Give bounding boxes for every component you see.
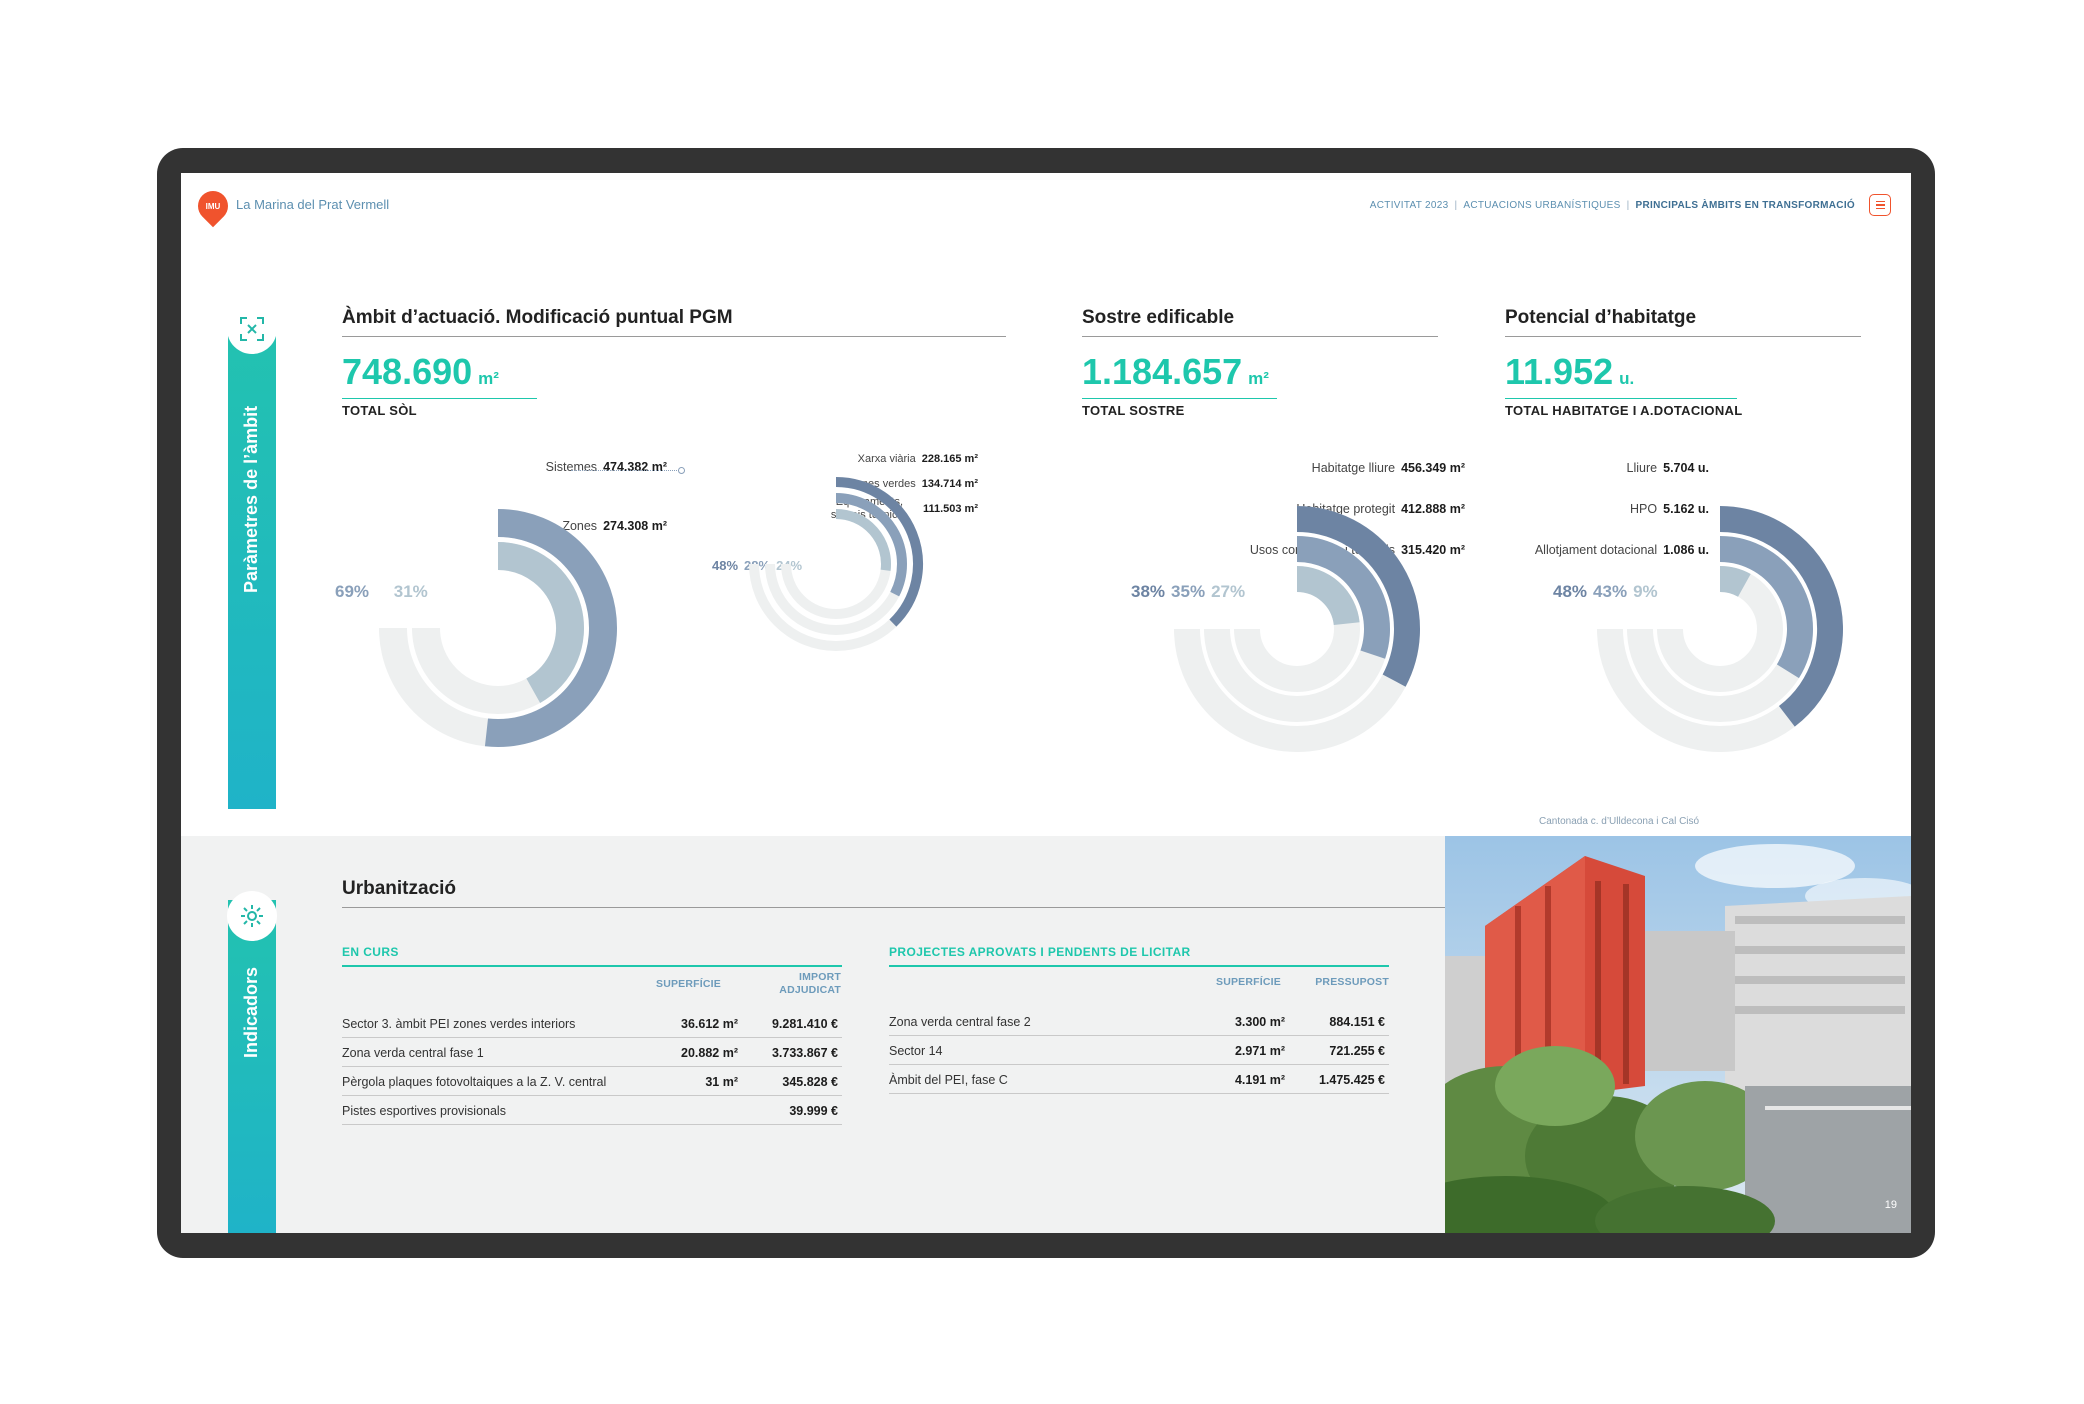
habitatge-percents: 48% 43% 9%	[1553, 582, 1658, 601]
en-curs-col-amount: IMPORT ADJUDICAT	[779, 971, 841, 996]
row-amount: 721.255 €	[1329, 1044, 1385, 1058]
logo-icon[interactable]: IMU	[191, 184, 235, 228]
habitatge-label-dotacional: Allotjament dotacional 1.086 u.	[1534, 543, 1709, 557]
sostre-title: Sostre edificable	[1082, 307, 1438, 337]
sub-value-equipaments: 111.503 m²	[922, 503, 978, 515]
sostre-label-lliure: Habitatge lliure 456.349 m²	[1311, 461, 1465, 475]
row-amount: 3.733.867 €	[771, 1046, 838, 1060]
table-row: Pistes esportives provisionals 39.999 €	[342, 1096, 842, 1125]
row-name: Àmbit del PEI, fase C	[889, 1073, 1008, 1087]
site-title[interactable]: La Marina del Prat Vermell	[236, 197, 390, 212]
gear-icon	[227, 891, 277, 941]
donut-segment	[1296, 566, 1360, 626]
table-row: Sector 3. àmbit PEI zones verdes interio…	[342, 1009, 842, 1038]
indicators-side-band	[228, 900, 276, 1233]
sub-donut-chart	[749, 477, 923, 651]
row-amount: 9.281.410 €	[771, 1017, 838, 1031]
aprovats-col-area: SUPERFÍCIE	[1215, 976, 1281, 988]
breadcrumb-item-active[interactable]: PRINCIPALS ÀMBITS EN TRANSFORMACIÓ	[1635, 200, 1855, 211]
row-area: 20.882 m²	[681, 1046, 738, 1060]
donut-segment	[1296, 506, 1420, 687]
table-row: Zona verda central fase 1 20.882 m² 3.733.…	[342, 1038, 842, 1067]
ambit-title: Àmbit d’actuació. Modificació puntual PG…	[342, 307, 1006, 337]
row-amount: 884.151 €	[1329, 1015, 1385, 1029]
donut-segment	[835, 477, 923, 627]
table-row: Zona verda central fase 2 3.300 m² 884.151…	[889, 1007, 1389, 1036]
en-curs-col-area: SUPERFÍCIE	[655, 978, 721, 990]
row-area: 3.300 m²	[1234, 1015, 1285, 1029]
breadcrumb-item[interactable]: ACTUACIONS URBANÍSTIQUES	[1463, 200, 1621, 211]
table-row: Pèrgola plaques fotovoltaiques a la Z. V…	[342, 1067, 842, 1096]
ambit-total: 748.690 m²	[342, 351, 537, 399]
donut-segment	[835, 493, 907, 597]
table-row: Àmbit del PEI, fase C 4.191 m² 1.475.425 €	[889, 1065, 1389, 1094]
ambit-label-zones: Zones 274.308 m²	[562, 519, 667, 533]
sostre-total-label: TOTAL SOSTRE	[1082, 403, 1185, 418]
row-name: Sector 3. àmbit PEI zones verdes interio…	[342, 1017, 576, 1031]
row-amount: 345.828 €	[782, 1075, 838, 1089]
focus-frame-icon	[227, 304, 277, 354]
donut-segment	[835, 509, 891, 571]
photo-caption: Cantonada c. d’Ulldecona i Cal Cisó	[1539, 816, 1700, 827]
ambit-percents: 69% 31%	[335, 582, 428, 601]
row-area: 36.612 m²	[681, 1017, 738, 1031]
habitatge-label-hpo: HPO 5.162 u.	[1630, 502, 1709, 516]
donut-segment	[1719, 536, 1813, 679]
ambit-donut-chart	[379, 509, 617, 747]
ambit-total-label: TOTAL SÒL	[342, 403, 417, 418]
aprovats-title: PROJECTES APROVATS I PENDENTS DE LICITAR	[889, 945, 1389, 967]
row-area: 4.191 m²	[1234, 1073, 1285, 1087]
connector-dot	[678, 467, 685, 474]
params-side-band	[228, 325, 276, 809]
row-name: Pistes esportives provisionals	[342, 1104, 506, 1118]
sostre-donut-chart	[1174, 506, 1420, 752]
menu-button[interactable]	[1869, 194, 1891, 216]
hamburger-icon	[1875, 200, 1885, 203]
sostre-percents: 38% 35% 27%	[1131, 582, 1246, 601]
connector-line	[571, 470, 681, 471]
page-screen: IMU La Marina del Prat Vermell ACTIVITAT…	[181, 173, 1911, 1233]
indicators-side-label: Indicadors	[241, 966, 261, 1058]
donut-segment	[1719, 506, 1843, 727]
row-name: Sector 14	[889, 1044, 943, 1058]
row-area: 31 m²	[705, 1075, 738, 1089]
habitatge-total-label: TOTAL HABITATGE I A.DOTACIONAL	[1505, 403, 1743, 418]
habitatge-title: Potencial d’habitatge	[1505, 307, 1861, 337]
donut-track	[1657, 566, 1783, 692]
sub-label-xarxa: Xarxa viària 228.165 m²	[857, 453, 978, 465]
row-amount: 39.999 €	[789, 1104, 838, 1118]
page-number: 19	[1884, 1199, 1897, 1211]
row-name: Zona verda central fase 2	[889, 1015, 1031, 1029]
urbanitzacio-title: Urbanització	[342, 878, 1445, 908]
donut-segment	[1719, 566, 1751, 597]
habitatge-donut-chart	[1597, 506, 1843, 752]
habitatge-label-lliure: Lliure 5.704 u.	[1626, 461, 1709, 475]
breadcrumb-item[interactable]: ACTIVITAT 2023	[1369, 200, 1449, 211]
en-curs-title: EN CURS	[342, 945, 842, 967]
habitatge-total: 11.952 u.	[1505, 351, 1737, 399]
sostre-total: 1.184.657 m²	[1082, 351, 1277, 399]
row-amount: 1.475.425 €	[1318, 1073, 1385, 1087]
row-area: 2.971 m²	[1234, 1044, 1285, 1058]
row-name: Zona verda central fase 1	[342, 1046, 484, 1060]
params-side-label: Paràmetres de l’àmbit	[241, 405, 261, 593]
row-name: Pèrgola plaques fotovoltaiques a la Z. V…	[342, 1075, 607, 1089]
donut-segment	[484, 509, 617, 747]
building-photo: 19	[1445, 836, 1911, 1233]
table-row: Sector 14 2.971 m² 721.255 €	[889, 1036, 1389, 1065]
donut-segment	[497, 542, 584, 703]
aprovats-col-amount: PRESSUPOST	[1315, 976, 1389, 988]
breadcrumb: ACTIVITAT 2023 | ACTUACIONS URBANÍSTIQUES |…	[1369, 200, 1855, 211]
donut-segment	[1296, 536, 1390, 659]
